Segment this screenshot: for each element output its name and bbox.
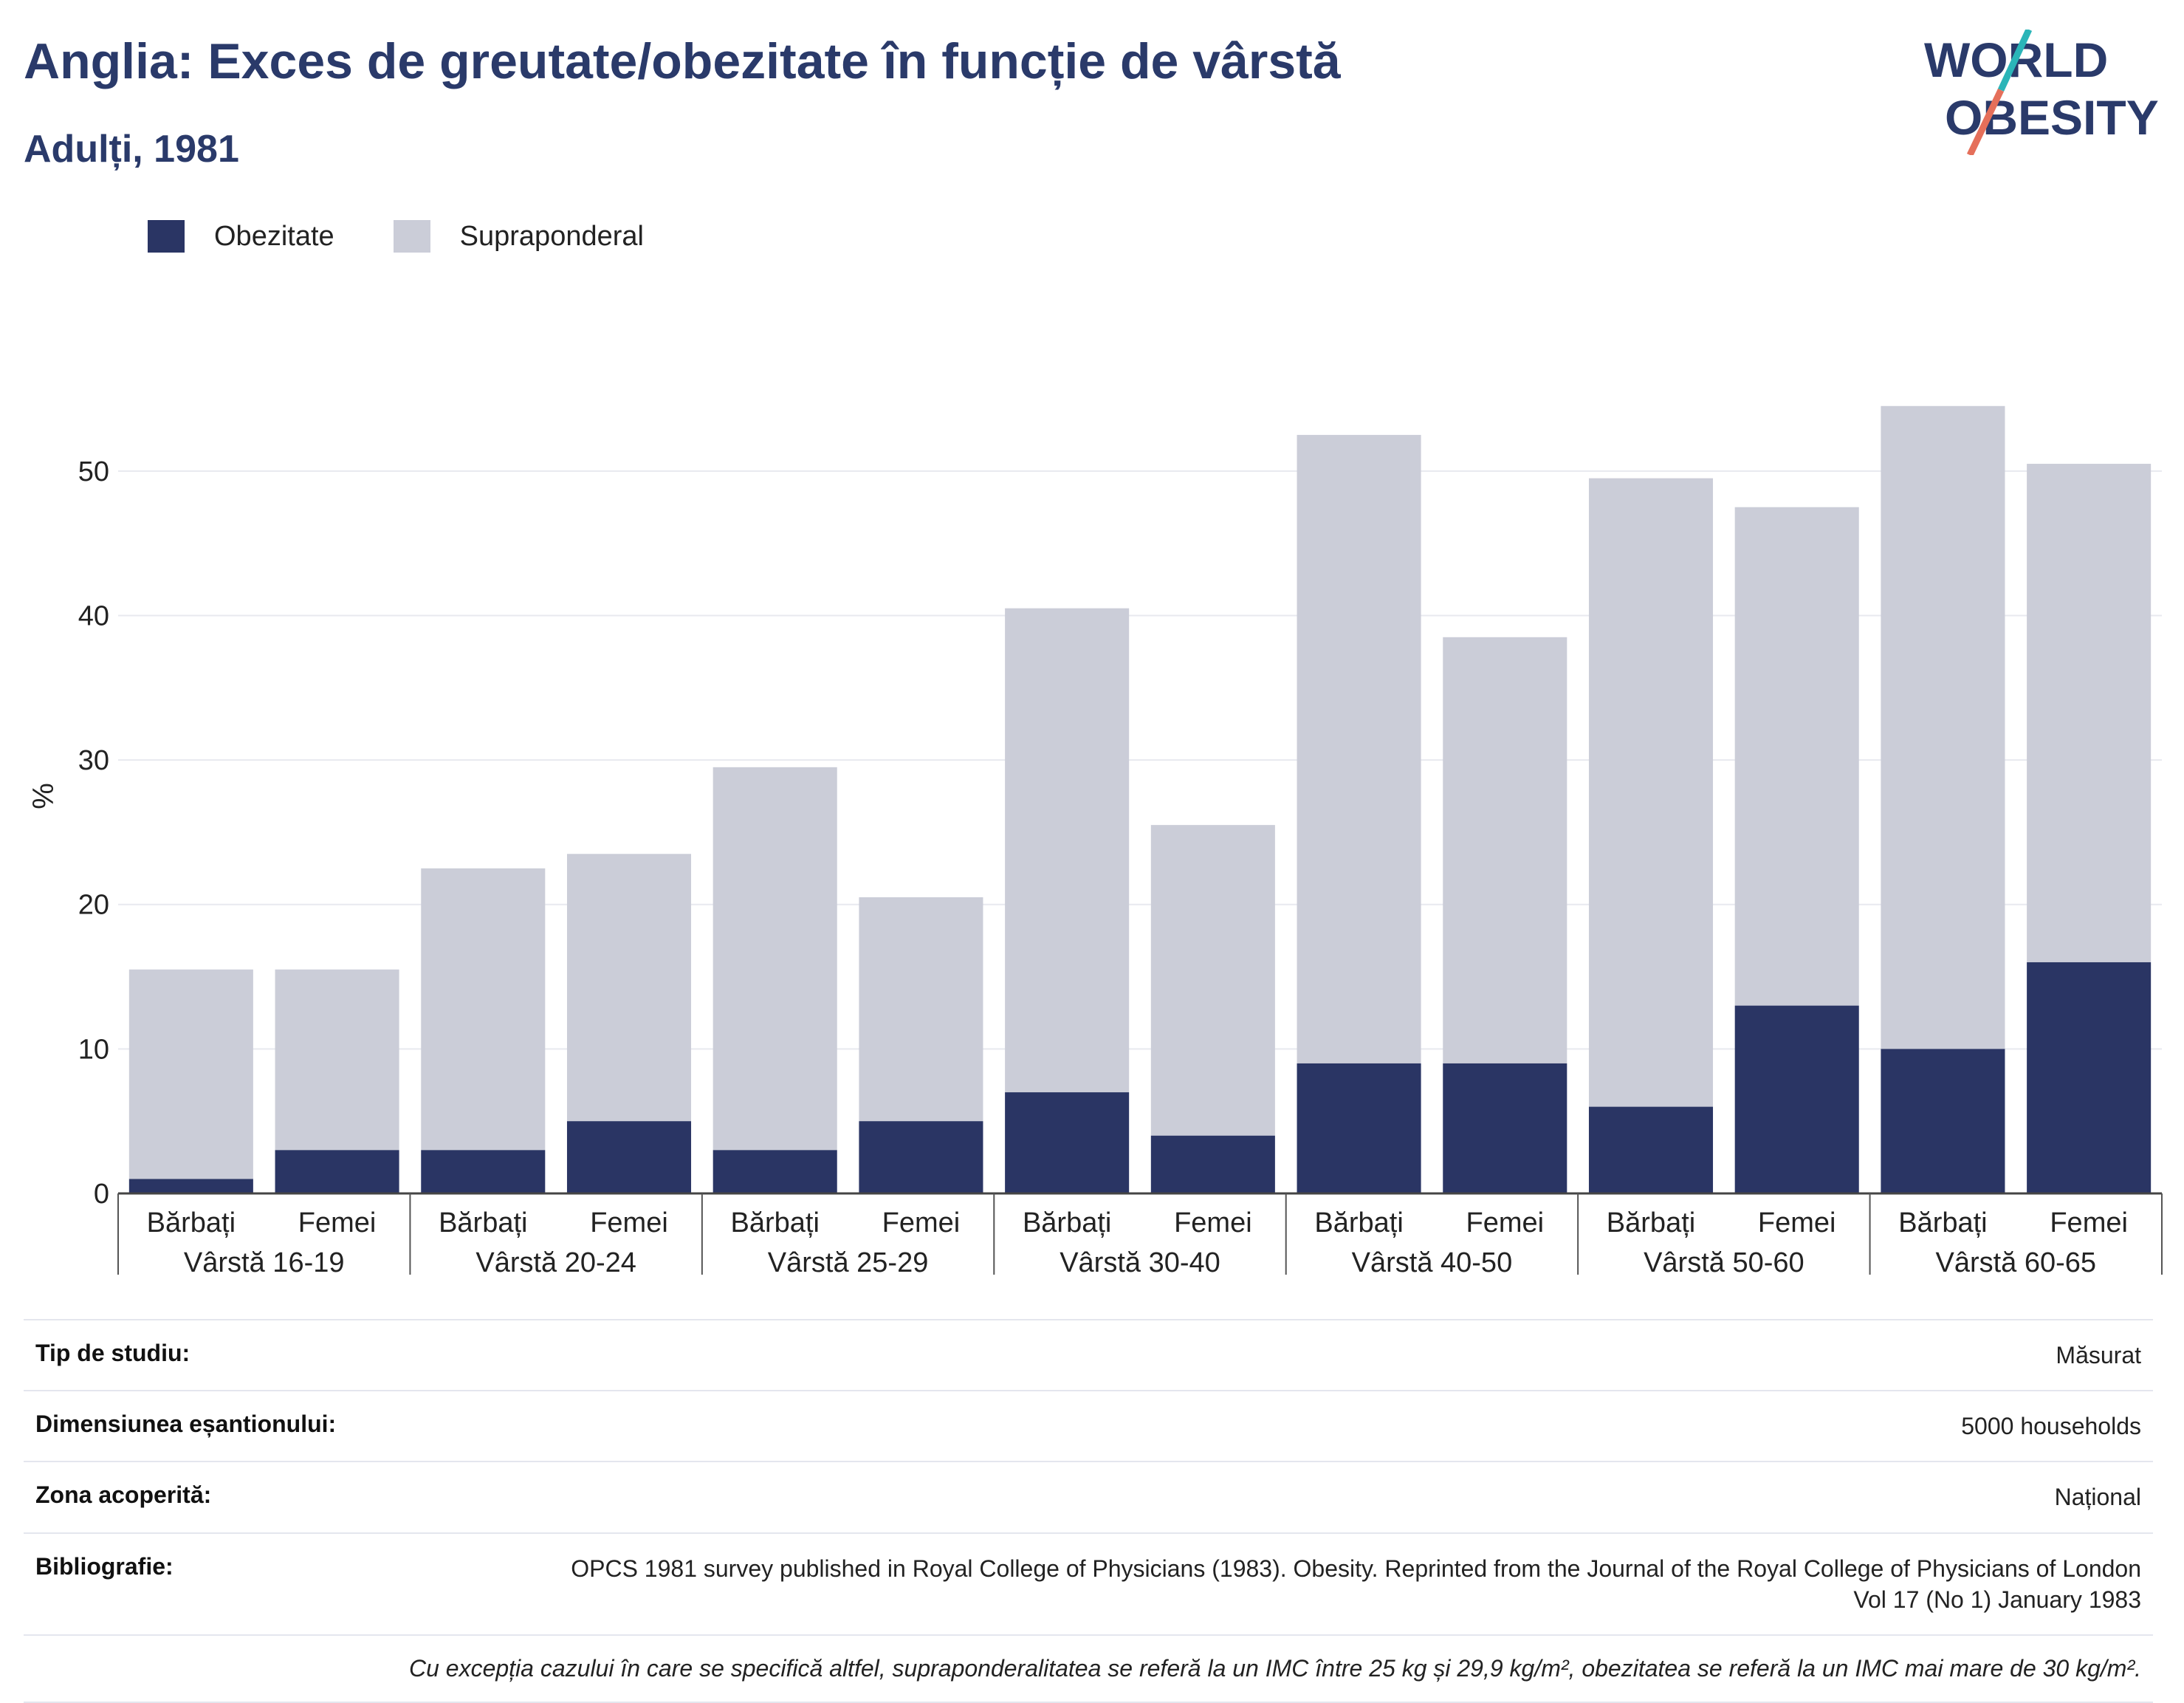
x-tick-label: Bărbați: [147, 1207, 236, 1238]
x-tick-label: Femei: [1758, 1207, 1836, 1238]
meta-key: Dimensiunea eșantionului:: [35, 1411, 337, 1438]
meta-row-bibliography: Bibliografie: OPCS 1981 survey published…: [24, 1534, 2153, 1637]
x-tick-label: Femei: [298, 1207, 377, 1238]
y-tick-label: 50: [78, 456, 109, 487]
bar-overweight: [859, 897, 983, 1122]
meta-row-coverage: Zona acoperită: Național: [24, 1462, 2153, 1534]
meta-key: Zona acoperită:: [35, 1481, 212, 1509]
bar-obesity: [566, 1121, 692, 1193]
page-title: Anglia: Exces de greutate/obezitate în f…: [24, 33, 1341, 89]
bar-obesity: [1588, 1106, 1714, 1193]
logo-slash-top: [1997, 30, 2033, 92]
x-tick-label: Bărbați: [1607, 1207, 1695, 1238]
legend-item-obesity: Obezitate: [148, 220, 334, 253]
bar-overweight: [1881, 405, 2005, 1049]
group-label: Vârstă 25-29: [768, 1247, 929, 1278]
meta-key: Bibliografie:: [35, 1552, 174, 1580]
x-tick-label: Bărbați: [1898, 1207, 1987, 1238]
bar-overweight: [275, 969, 399, 1151]
group-label: Vârstă 50-60: [1644, 1247, 1804, 1278]
meta-row-sample-size: Dimensiunea eșantionului: 5000 household…: [24, 1391, 2153, 1463]
legend-item-overweight: Supraponderal: [393, 220, 644, 253]
legend-swatch-overweight: [393, 220, 430, 253]
bar-obesity: [128, 1179, 253, 1193]
y-axis-label: %: [27, 783, 60, 809]
group-label: Vârstă 16-19: [184, 1247, 345, 1278]
bar-overweight: [1297, 434, 1421, 1063]
x-tick-label: Bărbați: [1023, 1207, 1111, 1238]
bar-overweight: [1005, 608, 1130, 1093]
bar-overweight: [128, 969, 253, 1179]
stacked-bar-chart: 0 10 20 30 40 50% Bărbați Femei Bărbați Femei Bărb…: [27, 405, 2163, 1278]
bar-obesity: [1297, 1063, 1421, 1193]
x-tick-label: Femei: [882, 1207, 961, 1238]
bar-overweight: [421, 868, 546, 1151]
bar-obesity: [2027, 962, 2152, 1193]
bar-overweight: [2027, 464, 2152, 962]
bar-obesity: [421, 1150, 546, 1193]
legend-label-overweight: Supraponderal: [459, 220, 644, 252]
bar-overweight: [1443, 637, 1567, 1063]
page-subtitle: Adulți, 1981: [24, 128, 239, 171]
chart-legend: Obezitate Supraponderal: [148, 220, 703, 253]
bar-overweight: [1734, 507, 1859, 1006]
x-tick-label: Femei: [1466, 1207, 1544, 1238]
y-tick-label: 40: [78, 600, 109, 631]
meta-key: Tip de studiu:: [35, 1340, 190, 1366]
meta-row-study-type: Tip de studiu: Măsurat: [24, 1320, 2153, 1392]
y-tick-label: 0: [94, 1179, 109, 1210]
study-info-table: Tip de studiu: Măsurat Dimensiunea eșant…: [24, 1319, 2153, 1703]
world-obesity-logo: WORLD OBESITY: [1924, 30, 2159, 155]
logo-slash-bottom: [1966, 89, 2005, 155]
meta-value: OPCS 1981 survey published in Royal Coll…: [571, 1555, 2141, 1613]
bar-obesity: [859, 1121, 983, 1193]
x-tick-label: Bărbați: [439, 1207, 527, 1238]
meta-value: Național: [2054, 1484, 2141, 1511]
x-tick-label: Femei: [590, 1207, 668, 1238]
bar-obesity: [1443, 1063, 1567, 1193]
meta-value: 5000 households: [1961, 1413, 2141, 1440]
meta-value: Măsurat: [2056, 1342, 2141, 1368]
group-label: Vârstă 30-40: [1060, 1247, 1220, 1278]
bar-obesity: [275, 1150, 399, 1193]
bar-obesity: [712, 1150, 837, 1193]
legend-label-obesity: Obezitate: [214, 220, 334, 252]
x-tick-label: Femei: [2050, 1207, 2128, 1238]
group-label: Vârstă 40-50: [1352, 1247, 1513, 1278]
x-tick-label: Bărbați: [731, 1207, 820, 1238]
group-label: Vârstă 60-65: [1935, 1247, 2096, 1278]
definition-note: Cu excepția cazului în care se specifică…: [24, 1636, 2153, 1703]
y-tick-label: 20: [78, 890, 109, 921]
x-tick-label: Femei: [1174, 1207, 1252, 1238]
bar-obesity: [1881, 1049, 2005, 1193]
bar-obesity: [1734, 1005, 1859, 1193]
bar-obesity: [1150, 1135, 1275, 1193]
y-tick-label: 30: [78, 745, 109, 776]
group-label: Vârstă 20-24: [475, 1247, 636, 1278]
bar-overweight: [566, 854, 692, 1122]
bar-obesity: [1005, 1092, 1130, 1193]
bar-overweight: [1150, 825, 1275, 1136]
bar-overweight: [1588, 478, 1714, 1107]
y-tick-label: 10: [78, 1034, 109, 1065]
bar-overweight: [712, 767, 837, 1151]
x-tick-label: Bărbați: [1314, 1207, 1403, 1238]
legend-swatch-obesity: [148, 220, 185, 253]
